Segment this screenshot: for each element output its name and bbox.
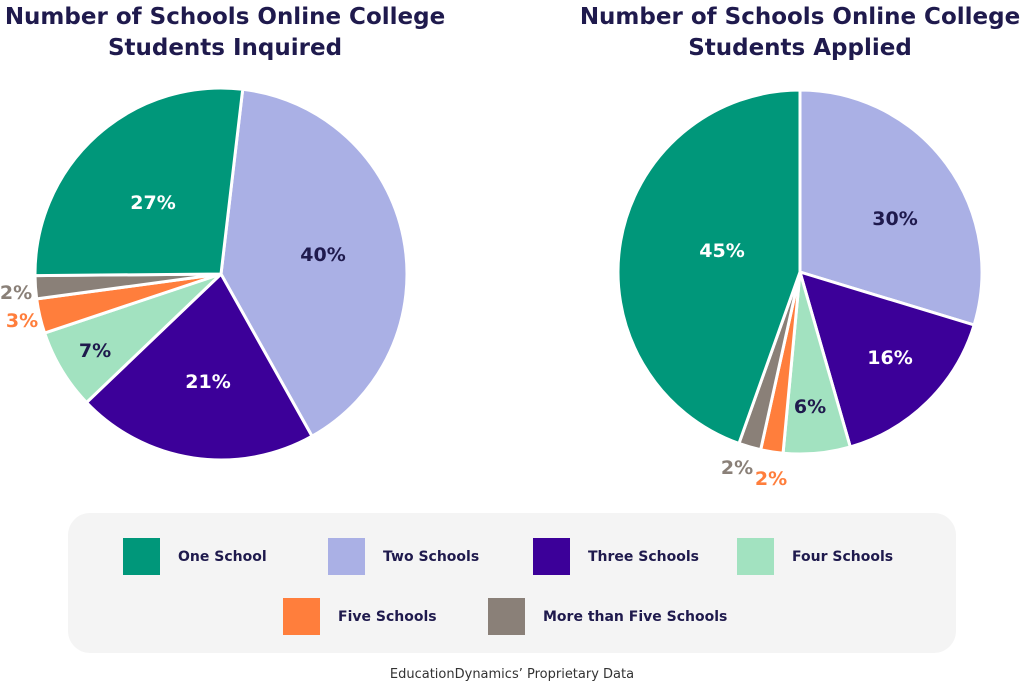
legend-label: Three Schools [588,548,700,565]
pie-slice-two-schools [219,87,409,439]
legend-swatch [328,538,365,575]
data-label: 40% [300,244,345,266]
legend-item: More than Five Schools [488,598,727,635]
chart-title-inquired: Number of Schools Online College Student… [4,4,446,61]
data-label: 45% [699,240,744,262]
data-label: 27% [130,192,175,214]
legend-label: One School [178,548,267,565]
legend-item: Four Schools [737,538,893,575]
legend-swatch [533,538,570,575]
legend-swatch [123,538,160,575]
legend-swatch [737,538,774,575]
data-label: 2% [0,282,32,304]
pie-slice-three-schools [797,269,976,449]
legend-label: More than Five Schools [543,608,728,625]
legend-item: Three Schools [533,538,699,575]
pie-slice-two-schools [798,88,984,327]
data-label: 6% [794,396,826,418]
legend-label: Five Schools [338,608,437,625]
chart-title-applied: Number of Schools Online College Student… [579,4,1021,61]
legend-label: Four Schools [792,548,894,565]
data-label: 7% [79,340,111,362]
data-label: 2% [721,457,753,479]
legend-label: Two Schools [383,548,480,565]
legend-swatch [488,598,525,635]
data-label: 3% [6,310,38,332]
legend-item: Two Schools [328,538,479,575]
legend-item: Five Schools [283,598,437,635]
data-label: 16% [867,347,912,369]
data-label: 30% [872,208,917,230]
pie-slice-one-school [616,88,802,446]
legend: One School Two Schools Three Schools Four S… [68,513,956,653]
data-label: 2% [755,468,787,490]
data-label: 21% [185,371,230,393]
pie-slice-one-school [33,86,245,278]
footer-source: EducationDynamics’ Proprietary Data [389,667,635,682]
legend-item: One School [123,538,267,575]
legend-swatch [283,598,320,635]
pie-slice-three-schools [84,271,315,462]
